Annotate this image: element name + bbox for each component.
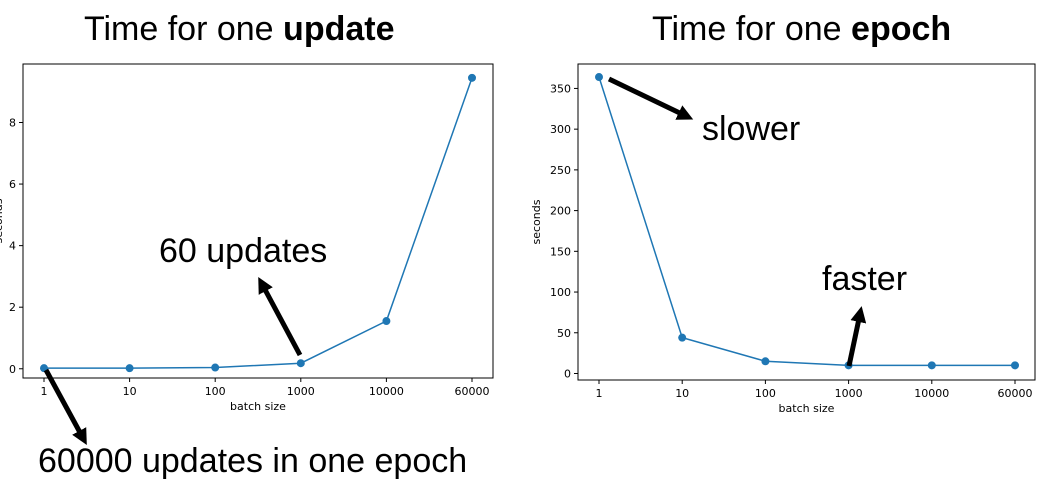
x-tick-label: 60000 — [998, 387, 1033, 400]
annotations: 60 updates slower faster — [43, 76, 907, 446]
annotation-60-updates: 60 updates — [159, 232, 327, 270]
x-tick-label: 1000 — [835, 387, 863, 400]
x-tick-label: 1 — [596, 387, 603, 400]
annotation-epoch-caption: 60000 updates in one epoch — [38, 442, 468, 480]
y-tick-label: 0 — [564, 367, 571, 380]
y-tick-label: 0 — [9, 363, 16, 376]
y-tick-label: 8 — [9, 116, 16, 129]
y-tick-label: 100 — [550, 286, 571, 299]
x-tick-label: 10000 — [914, 387, 949, 400]
x-tick-label: 10000 — [369, 385, 404, 398]
x-tick-label: 10 — [123, 385, 137, 398]
y-tick-label: 50 — [557, 327, 571, 340]
annotation-faster: faster — [822, 260, 907, 298]
title-emphasis: epoch — [851, 10, 952, 48]
y-tick-label: 300 — [550, 123, 571, 136]
data-point — [927, 361, 936, 370]
update-time-chart: 0 2 4 6 8 1 10 100 1000 10000 60000 batch size secon… — [0, 63, 494, 413]
y-tick-label: 250 — [550, 164, 571, 177]
data-point — [678, 333, 687, 342]
x-tick-label: 10 — [675, 387, 689, 400]
y-tick-label: 200 — [550, 205, 571, 218]
epoch-time-chart: 0 50 100 150 200 250 300 350 1 10 100 1000 10000 6000… — [530, 63, 1036, 415]
data-point — [761, 357, 770, 366]
chart-title-update: Time for one update — [84, 10, 395, 49]
data-point — [1011, 361, 1019, 370]
y-tick-label: 4 — [9, 240, 16, 253]
series-line — [44, 77, 473, 369]
x-tick-label: 100 — [205, 385, 226, 398]
annotation-arrow-epoch — [43, 368, 87, 446]
series-line — [598, 76, 1015, 367]
annotation-arrow-60-updates — [258, 276, 303, 357]
data-point — [468, 73, 476, 82]
data-point — [382, 317, 391, 326]
x-tick-label: 100 — [755, 387, 776, 400]
x-tick-label: 60000 — [455, 385, 490, 398]
chart-title-epoch: Time for one epoch — [652, 10, 951, 49]
data-point — [296, 359, 305, 368]
data-point — [125, 364, 134, 373]
y-tick-label: 2 — [9, 301, 16, 314]
y-axis-label: seconds — [0, 198, 5, 243]
x-axis-label: batch size — [779, 402, 835, 415]
annotation-slower: slower — [702, 110, 800, 148]
y-axis-label: seconds — [530, 199, 543, 244]
x-tick-label: 1000 — [287, 385, 315, 398]
y-tick-label: 350 — [550, 82, 571, 95]
annotation-arrow-slower — [607, 76, 694, 120]
data-point — [595, 73, 603, 82]
title-emphasis: update — [283, 10, 395, 48]
title-prefix: Time for one — [652, 10, 852, 48]
plot-frame — [577, 63, 1036, 381]
x-axis-label: batch size — [230, 400, 286, 413]
annotation-arrow-faster — [846, 306, 867, 367]
y-tick-label: 150 — [550, 245, 571, 258]
data-point — [211, 363, 220, 372]
x-tick-label: 1 — [41, 385, 48, 398]
plot-frame — [22, 63, 494, 379]
y-tick-label: 6 — [9, 178, 16, 191]
title-prefix: Time for one — [84, 10, 284, 48]
